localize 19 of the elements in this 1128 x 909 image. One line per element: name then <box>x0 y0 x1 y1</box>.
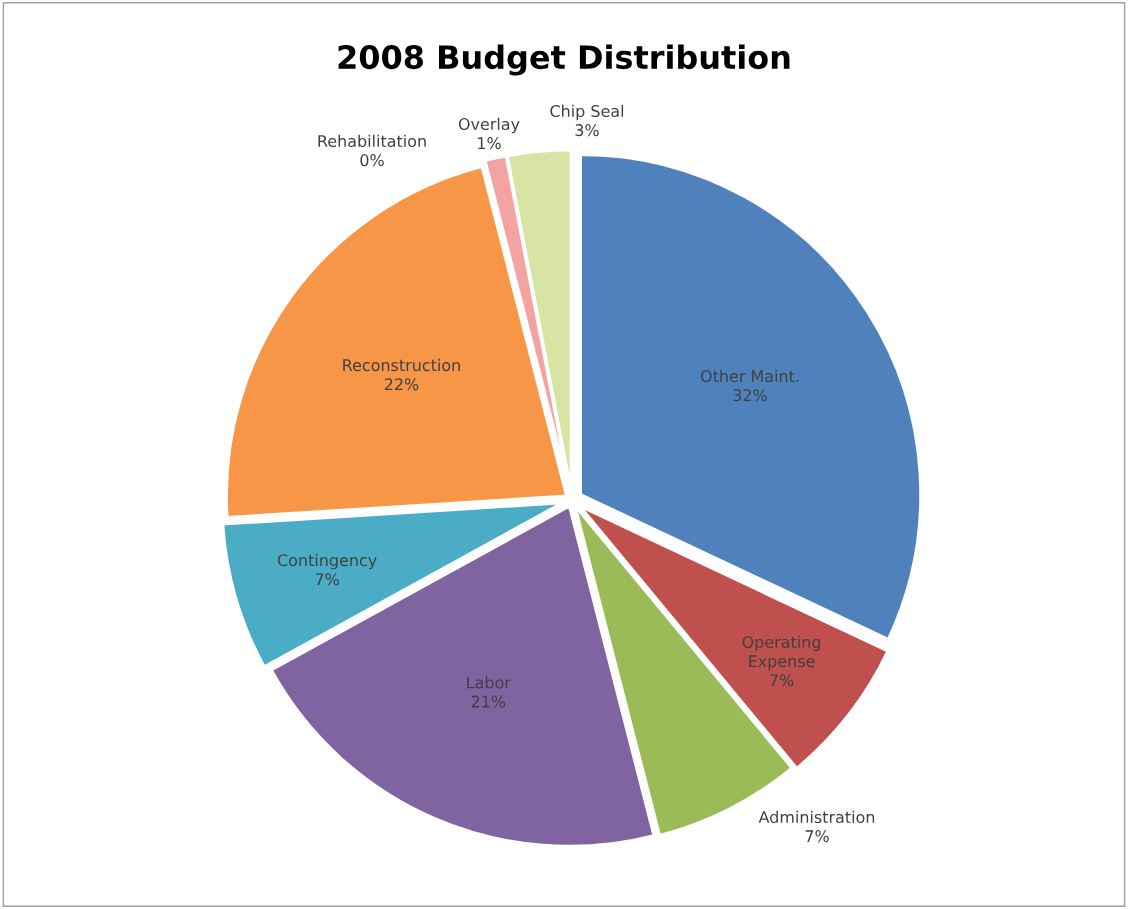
slice-label: Administration <box>758 810 875 824</box>
chart-title: 2008 Budget Distribution <box>338 44 790 76</box>
data-label: 32% <box>733 389 767 402</box>
slice-label: Labor <box>467 676 511 689</box>
data-label: 7% <box>805 830 829 843</box>
data-label: 1% <box>478 137 501 150</box>
text: 0% <box>360 154 384 167</box>
data-label: 7% <box>315 573 339 586</box>
data-label: 22% <box>384 378 419 391</box>
slice-label: Reconstruction <box>343 358 460 372</box>
data-label: 3% <box>575 124 599 137</box>
slice-label: Overlay <box>458 117 520 134</box>
data-label: 7% <box>770 674 794 687</box>
slice-label: Contingency <box>277 553 377 570</box>
category-label: Rehabilitation <box>318 134 426 148</box>
slice-label: Other Maint. <box>700 369 799 383</box>
slice-label: Operating Expense <box>742 635 821 671</box>
data-label: 21% <box>471 695 506 708</box>
slice-label: Chip Seal <box>550 104 624 121</box>
